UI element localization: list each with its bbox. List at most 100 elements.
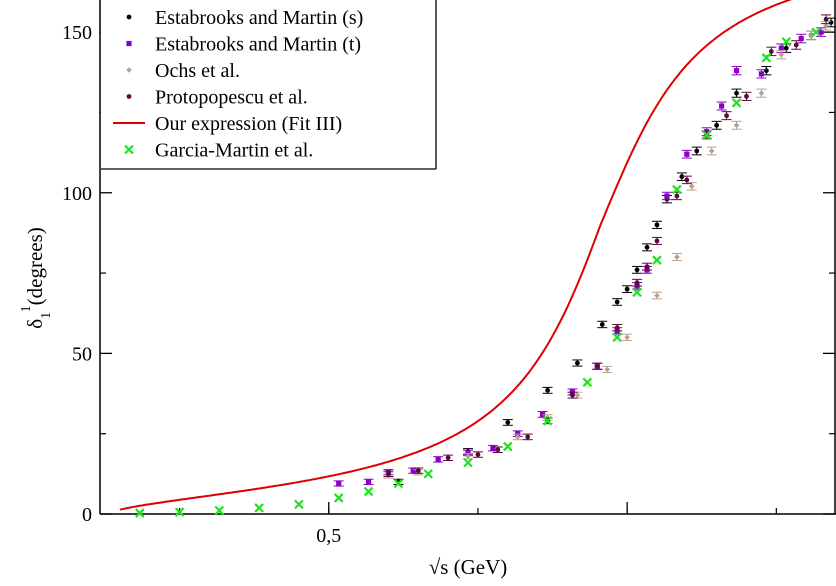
data-point bbox=[672, 184, 682, 195]
data-point bbox=[734, 90, 739, 96]
data-point bbox=[733, 122, 740, 129]
y-axis-label: δ11(degrees) bbox=[19, 227, 54, 329]
data-point bbox=[694, 148, 700, 154]
data-point bbox=[254, 503, 264, 513]
data-point bbox=[793, 42, 799, 48]
legend-marker bbox=[126, 94, 132, 99]
data-point bbox=[763, 68, 769, 74]
data-point bbox=[684, 151, 690, 157]
y-axis-label-sup: 1 bbox=[19, 305, 34, 312]
y-tick-label: 150 bbox=[62, 22, 92, 44]
legend-marker bbox=[126, 14, 132, 20]
data-point bbox=[811, 27, 821, 37]
series-protopopescu-et-al- bbox=[383, 14, 832, 477]
data-point bbox=[614, 299, 620, 305]
data-point bbox=[174, 507, 185, 517]
data-point bbox=[731, 98, 742, 108]
data-point bbox=[761, 53, 772, 63]
data-point bbox=[708, 148, 715, 154]
data-point bbox=[570, 392, 575, 398]
fit-curve bbox=[119, 0, 793, 511]
legend-marker bbox=[126, 40, 132, 47]
data-point bbox=[778, 51, 785, 58]
x-tick-label: 0,5 bbox=[316, 525, 341, 547]
y-tick-label: 50 bbox=[72, 343, 92, 365]
legend-label: Estabrooks and Martin (s) bbox=[155, 7, 363, 29]
data-point bbox=[652, 255, 662, 265]
data-point bbox=[778, 45, 784, 51]
data-point bbox=[475, 452, 481, 457]
data-point bbox=[798, 35, 804, 42]
data-point bbox=[545, 387, 550, 393]
data-point bbox=[604, 366, 611, 373]
y-axis-label-unit: (degrees) bbox=[23, 227, 47, 305]
legend-marker bbox=[126, 67, 132, 73]
data-point bbox=[823, 16, 829, 22]
data-point bbox=[574, 392, 581, 398]
y-axis-label-sub: 1 bbox=[39, 312, 54, 319]
data-point bbox=[768, 49, 774, 54]
data-point bbox=[135, 508, 145, 518]
data-point bbox=[783, 45, 789, 51]
data-point bbox=[365, 479, 372, 485]
data-point bbox=[410, 468, 416, 474]
data-point bbox=[386, 471, 391, 477]
data-point bbox=[505, 420, 511, 425]
series-estabrooks-and-martin-s- bbox=[393, 17, 836, 485]
y-tick-label: 100 bbox=[62, 183, 92, 205]
legend-label: Estabrooks and Martin (t) bbox=[155, 34, 361, 56]
legend: Estabrooks and Martin (s) Estabrooks and … bbox=[101, 0, 437, 170]
data-point bbox=[490, 445, 496, 451]
data-point bbox=[714, 122, 720, 128]
series-garcia-martin-et-al- bbox=[135, 27, 821, 518]
data-point bbox=[612, 332, 622, 343]
data-point bbox=[423, 469, 433, 479]
legend-background bbox=[101, 0, 436, 169]
data-point bbox=[294, 499, 304, 510]
data-point bbox=[465, 453, 471, 459]
data-point bbox=[654, 222, 660, 228]
data-point bbox=[758, 90, 765, 96]
data-point bbox=[674, 254, 680, 260]
legend-label: Ochs et al. bbox=[155, 60, 240, 82]
data-point bbox=[701, 130, 712, 140]
legend-label: Protopopescu et al. bbox=[155, 87, 308, 109]
data-point bbox=[758, 71, 765, 77]
data-point bbox=[644, 244, 650, 250]
x-axis-label: √s (GeV) bbox=[429, 555, 508, 579]
data-point bbox=[781, 36, 792, 47]
axes: 0 50 100 150 0,5 bbox=[62, 22, 835, 547]
data-point bbox=[644, 264, 650, 270]
data-point bbox=[744, 93, 749, 99]
y-axis-label-symbol: δ bbox=[23, 319, 47, 329]
fit-curve-layer bbox=[119, 0, 793, 511]
data-point bbox=[634, 267, 640, 273]
data-point bbox=[214, 505, 225, 516]
data-point bbox=[393, 478, 404, 489]
data-point bbox=[679, 174, 685, 180]
data-point bbox=[828, 20, 834, 25]
data-point bbox=[435, 456, 441, 462]
data-point bbox=[654, 292, 660, 299]
data-point bbox=[632, 287, 642, 298]
data-point bbox=[654, 238, 660, 244]
data-point bbox=[674, 193, 680, 199]
data-point bbox=[333, 493, 344, 503]
legend-label: Garcia-Martin et al. bbox=[155, 140, 313, 162]
data-point bbox=[719, 103, 725, 109]
data-point bbox=[634, 280, 640, 286]
data-point bbox=[808, 32, 814, 39]
data-point bbox=[415, 468, 421, 474]
series-ochs-et-al- bbox=[383, 20, 832, 479]
data-point bbox=[575, 360, 580, 366]
data-point bbox=[525, 434, 531, 440]
data-point bbox=[594, 363, 600, 369]
svg-text:δ11(degrees): δ11(degrees) bbox=[19, 227, 54, 329]
data-point bbox=[614, 325, 620, 331]
data-point bbox=[624, 286, 630, 292]
data-point bbox=[582, 377, 593, 388]
data-point bbox=[818, 29, 824, 35]
y-tick-label: 0 bbox=[82, 504, 92, 526]
data-point bbox=[823, 22, 829, 29]
